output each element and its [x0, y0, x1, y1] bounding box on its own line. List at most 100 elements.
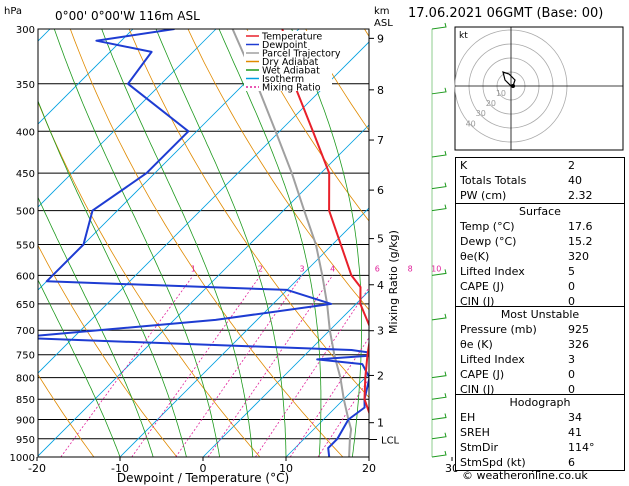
- wind-barb: [431, 371, 447, 379]
- wet-adiabat-line: [53, 29, 220, 457]
- wet-adiabat-line: [38, 196, 154, 457]
- isotherm-line: [38, 41, 369, 374]
- pressure-tick-label: 650: [16, 300, 35, 311]
- index-row: Lifted Index 3: [460, 353, 575, 366]
- pressure-tick-label: 800: [16, 374, 35, 385]
- index-row: EH 34: [460, 411, 582, 424]
- mixing-ratio-line: [175, 275, 303, 457]
- index-row: StmSpd (kt) 6: [460, 456, 575, 469]
- surface-panel: Surface Temp (°C) 17.6 Dewp (°C) 15.2 θe(K…: [455, 203, 625, 310]
- x-tick-label: 10: [279, 462, 293, 475]
- mixing-ratio-label: 3: [299, 264, 304, 273]
- index-row: CAPE (J) 0: [460, 280, 575, 293]
- pressure-tick-label: 400: [16, 127, 35, 138]
- index-row: θe (K) 326: [460, 338, 589, 351]
- mixing-ratio-line: [60, 275, 194, 457]
- pressure-tick-label: 950: [16, 435, 35, 446]
- dewpoint-line: [38, 29, 369, 457]
- wet-adiabat-line: [101, 29, 254, 457]
- km-tick-label: 1: [377, 417, 384, 430]
- pressure-tick-label: 700: [16, 326, 35, 337]
- legend-label: Dewpoint: [262, 40, 307, 51]
- hodograph-ring-label: 40: [466, 119, 476, 128]
- legend-label: Mixing Ratio: [262, 83, 321, 94]
- wind-barb: [431, 22, 447, 30]
- dry-adiabat-line: [128, 29, 369, 398]
- isotherm-line: [119, 207, 369, 457]
- km-tick-label: 2: [377, 369, 384, 382]
- pressure-tick-label: 850: [16, 395, 35, 406]
- dry-adiabat-line: [69, 29, 344, 457]
- index-row: Lifted Index 5: [460, 265, 575, 278]
- pressure-tick-label: 750: [16, 351, 35, 362]
- mixing-ratio-line: [255, 287, 369, 457]
- temperature-line: [281, 29, 369, 416]
- mixing-ratio-axis-label: Mixing Ratio (g/kg): [387, 230, 400, 334]
- index-row: Pressure (mb) 925: [460, 323, 589, 336]
- hodograph-ring-label: 20: [486, 99, 496, 108]
- dry-adiabat-line: [187, 29, 369, 311]
- wet-adiabat-line: [155, 29, 287, 457]
- footer-credit: © weatheronline.co.uk: [462, 469, 588, 482]
- index-row: StmDir 114°: [460, 441, 595, 454]
- mixing-ratio-label: 4: [330, 264, 335, 273]
- x-tick-label: -10: [111, 462, 129, 475]
- mixing-ratio-label: 8: [408, 264, 413, 273]
- legend-label: Parcel Trajectory: [262, 49, 341, 60]
- km-tick-label: 6: [377, 184, 384, 197]
- isotherm-line: [38, 29, 217, 208]
- wind-barb: [431, 393, 447, 400]
- km-label: km: [374, 6, 390, 17]
- x-axis-label: Dewpoint / Temperature (°C): [117, 471, 289, 485]
- index-row: Temp (°C) 17.6: [460, 220, 593, 233]
- pressure-tick-label: 450: [16, 169, 35, 180]
- location-title: 0°00' 0°00'W 116m ASL: [55, 9, 200, 23]
- dry-adiabat-line: [38, 244, 178, 457]
- x-tick-label: 0: [200, 462, 207, 475]
- hpa-label: hPa: [4, 6, 22, 17]
- wind-barb: [431, 204, 447, 212]
- parcel-trajectory-line: [231, 29, 353, 457]
- hodograph-storm-marker: [511, 84, 515, 88]
- index-row: Dewp (°C) 15.2: [460, 235, 593, 248]
- mixing-ratio-line: [317, 377, 369, 457]
- datetime-title: 17.06.2021 06GMT (Base: 00): [408, 6, 604, 21]
- km-tick-label: 3: [377, 325, 384, 338]
- pressure-tick-label: 1000: [10, 453, 35, 464]
- wind-barbs: [431, 22, 447, 458]
- wet-adiabat-line: [38, 99, 187, 457]
- asl-label: ASL: [374, 18, 393, 29]
- hodograph-ring-label: 30: [476, 109, 486, 118]
- wind-barb: [431, 413, 447, 421]
- hodograph-table-title: Hodograph: [509, 396, 571, 409]
- km-tick-label: 9: [377, 32, 384, 45]
- lcl-label: LCL: [381, 436, 400, 447]
- wind-barb: [431, 269, 447, 276]
- hodograph-unit-label: kt: [459, 31, 468, 41]
- wind-barb: [431, 182, 447, 190]
- isotherm-line: [38, 29, 134, 125]
- most-unstable-title: Most Unstable: [500, 308, 580, 321]
- wind-barb: [431, 313, 447, 321]
- dry-adiabat-line: [38, 373, 95, 457]
- km-tick-label: 7: [377, 134, 384, 147]
- index-row: CIN (J) 0: [460, 295, 575, 308]
- index-row: SREH 41: [460, 426, 582, 439]
- legend-label: Temperature: [261, 32, 322, 43]
- index-row: CAPE (J) 0: [460, 368, 575, 381]
- pressure-tick-label: 600: [16, 271, 35, 282]
- dry-adiabat-line: [38, 101, 261, 457]
- mixing-ratio-line: [131, 275, 261, 457]
- legend-label: Dry Adiabat: [262, 57, 319, 68]
- mixing-ratio-label: 1: [191, 264, 196, 273]
- pressure-tick-label: 550: [16, 240, 35, 251]
- km-tick-label: 4: [377, 279, 384, 292]
- hodograph-table-panel: Hodograph EH 34 SREH 41 StmDir 114° StmSpd …: [455, 394, 625, 471]
- wet-adiabat-line: [218, 29, 322, 457]
- dry-adiabat-line: [246, 29, 369, 222]
